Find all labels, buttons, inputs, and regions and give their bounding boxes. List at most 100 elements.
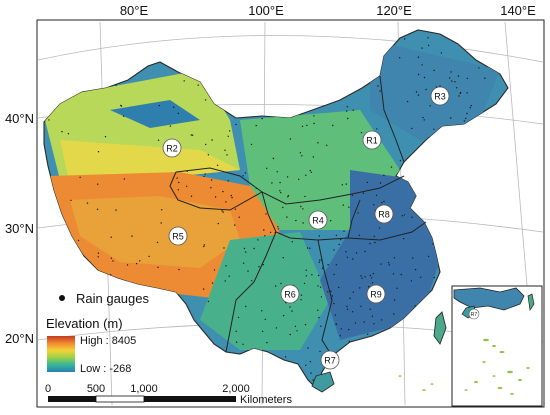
rain-gauge-dot	[332, 124, 334, 127]
rain-gauge-dot	[157, 139, 160, 141]
rain-gauge-dot	[427, 44, 430, 47]
rain-gauge-dot	[470, 104, 472, 107]
rain-gauge-dot	[158, 104, 161, 107]
rain-gauge-dot	[228, 275, 230, 277]
zone-east	[320, 170, 440, 340]
rain-gauge-dot	[234, 224, 236, 226]
boundary-r4	[261, 191, 361, 241]
rain-gauge-dot	[294, 325, 297, 328]
lon-label-80: 80°E	[120, 3, 149, 18]
rain-gauge-dot	[338, 286, 340, 289]
lon-label-100: 100°E	[248, 3, 284, 18]
rain-gauge-dot	[231, 196, 233, 199]
rain-gauge-dot	[331, 295, 334, 297]
rain-gauge-dot	[123, 178, 126, 180]
rain-gauge-dot	[327, 264, 329, 266]
rain-gauge-dot	[335, 264, 338, 266]
rain-gauge-dot	[289, 333, 291, 336]
inset-label-text: R7	[471, 312, 478, 318]
hainan-island	[311, 371, 335, 393]
rain-gauge-dot	[306, 124, 308, 127]
rain-gauge-dot	[432, 243, 434, 245]
rain-gauge-dot	[245, 251, 247, 253]
rain-gauge-dot	[211, 139, 213, 141]
rain-gauge-dot	[317, 309, 319, 311]
region-label-r4: R4	[308, 210, 328, 230]
rain-gauge-dot	[348, 340, 351, 343]
rain-gauge-dot	[261, 310, 263, 312]
rain-gauge-dot	[112, 260, 114, 262]
rain-gauge-dot	[301, 155, 303, 157]
rain-gauge-dot	[383, 174, 385, 176]
rain-gauge-dot	[264, 235, 266, 237]
rain-gauge-dot	[309, 247, 311, 249]
rain-gauge-dot	[333, 273, 335, 276]
rain-gauge-dot	[244, 172, 247, 174]
region-r9-text: R9	[370, 290, 382, 300]
rain-gauge-dot	[183, 80, 185, 82]
rain-gauge-dot	[186, 185, 188, 187]
rain-gauge-dot	[346, 110, 348, 112]
rain-gauge-dot	[250, 143, 253, 146]
rain-gauge-dot	[120, 104, 122, 107]
rain-gauge-dot	[466, 77, 469, 80]
rain-gauge-dot	[367, 286, 370, 288]
rain-gauge-dot	[291, 310, 293, 312]
rain-gauge-dot	[352, 258, 354, 260]
rain-gauge-dot	[186, 170, 188, 172]
rain-gauge-dot	[421, 47, 423, 49]
rain-gauge-dot	[205, 143, 207, 146]
rain-gauge-dot	[349, 297, 351, 299]
rain-gauge-dot	[300, 294, 303, 296]
rain-gauge-dot	[266, 341, 268, 344]
rain-gauge-dot	[235, 341, 238, 343]
rain-gauge-dot	[345, 251, 347, 253]
rain-gauge-dot	[317, 142, 319, 144]
rain-gauge-dot	[351, 194, 353, 197]
region-r6-text: R6	[284, 290, 296, 300]
rain-gauge-dot	[247, 270, 249, 272]
rain-gauge-dot	[439, 85, 441, 87]
rain-gauge-dot	[412, 257, 414, 259]
elevation-low-label: Low : -268	[80, 363, 131, 375]
rain-gauge-dot	[202, 288, 205, 290]
rain-gauge-dot	[255, 187, 258, 189]
rain-gauge-dot	[312, 156, 314, 158]
rain-gauge-dot	[319, 350, 321, 353]
rain-gauge-dot	[148, 255, 150, 258]
rain-gauge-dot	[393, 299, 396, 301]
rain-gauge-dot	[352, 291, 354, 293]
rain-gauge-dot	[383, 200, 385, 203]
boundary-r5-r6	[225, 231, 277, 353]
rain-gauge-dot	[320, 296, 323, 298]
rain-gauge-dot	[177, 189, 179, 191]
rain-gauge-dot	[160, 222, 162, 224]
region-label-r8: R8	[374, 204, 394, 224]
rain-gauge-dot	[262, 264, 264, 266]
rain-gauge-dot	[390, 166, 393, 168]
rain-gauge-dot	[157, 266, 159, 268]
gauge-legend-label: Rain gauges	[76, 291, 149, 306]
coastal-islands	[398, 375, 434, 391]
rain-gauge-dot	[369, 242, 371, 245]
rain-gauge-dot	[457, 75, 460, 77]
rain-gauge-dot	[415, 91, 418, 93]
rain-gauge-dot	[466, 92, 468, 94]
rain-gauge-dot	[377, 85, 379, 87]
rain-gauge-dot	[227, 135, 229, 137]
rain-gauge-dot	[427, 37, 429, 39]
rain-gauge-dot	[360, 275, 362, 277]
rain-gauge-dot	[242, 262, 245, 264]
rain-gauge-dot	[379, 227, 381, 229]
rain-gauge-dot	[374, 241, 376, 244]
rain-gauge-dot	[272, 157, 275, 160]
rain-gauge-dot	[226, 154, 228, 156]
rain-gauge-dot	[347, 117, 349, 120]
rain-gauge-dot	[156, 241, 159, 244]
region-label-r1: R1	[362, 130, 382, 150]
rain-gauge-dot	[423, 76, 426, 79]
rain-gauge-dot	[271, 182, 273, 184]
rain-gauge-dot	[454, 81, 456, 83]
rain-gauge-dot	[345, 183, 347, 185]
